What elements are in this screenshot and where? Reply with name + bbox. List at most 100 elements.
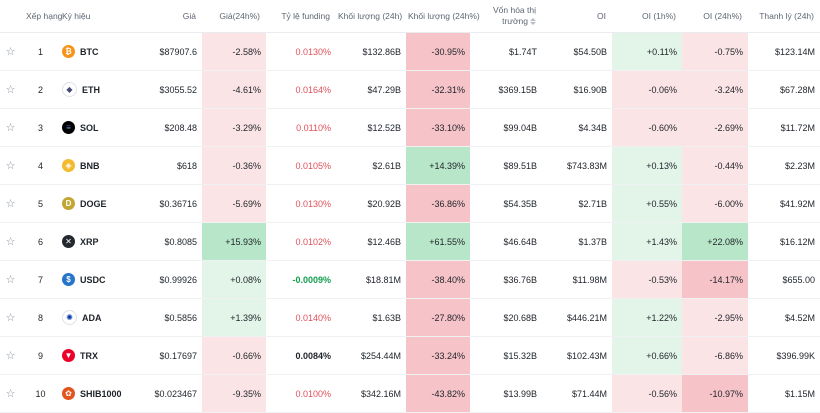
header-symbol-label: Ký hiệu (62, 11, 91, 21)
liquidation-cell: $396.99K (748, 336, 820, 375)
header-oi-24h[interactable]: OI (24h%) (682, 0, 748, 33)
table-row[interactable]: ☆ 9 ▼ TRX $0.17697 -0.66% 0.0084% $254.44M -33.2… (0, 336, 820, 375)
shib-icon: ✿ (62, 387, 75, 400)
price-change-cell: -2.58% (202, 32, 266, 71)
volume-change-cell: -30.95% (406, 32, 470, 71)
favorite-cell[interactable]: ☆ (0, 298, 24, 337)
volume-change-cell: -33.10% (406, 108, 470, 147)
table-row[interactable]: ☆ 2 ◆ ETH $3055.52 -4.61% 0.0164% $47.29B -32.31… (0, 70, 820, 109)
funding-cell: 0.0130% (266, 32, 336, 71)
oi-cell: $11.98M (542, 260, 612, 299)
rank-cell: 1 (24, 32, 60, 71)
symbol-cell[interactable]: D DOGE (60, 184, 136, 223)
volume-cell: $12.52B (336, 108, 406, 147)
price-cell: $0.17697 (136, 336, 202, 375)
star-icon[interactable]: ☆ (5, 388, 16, 400)
symbol-cell[interactable]: ✺ ADA (60, 298, 136, 337)
header-volume-change[interactable]: Khối lượng (24h%) (406, 0, 480, 33)
oi-cell: $743.83M (542, 146, 612, 185)
favorite-cell[interactable]: ☆ (0, 184, 24, 223)
header-volume[interactable]: Khối lượng (24h) (336, 0, 406, 33)
star-icon[interactable]: ☆ (5, 236, 16, 248)
favorite-cell[interactable]: ☆ (0, 70, 24, 109)
star-icon[interactable]: ☆ (5, 198, 16, 210)
header-price-change[interactable]: Giá(24h%) (202, 0, 266, 33)
volume-cell: $20.92B (336, 184, 406, 223)
favorite-cell[interactable]: ☆ (0, 374, 24, 413)
table-row[interactable]: ☆ 1 ₿ BTC $87907.6 -2.58% 0.0130% $132.86B -30.9… (0, 32, 820, 71)
liquidation-cell: $67.28M (748, 70, 820, 109)
symbol-cell[interactable]: ▼ TRX (60, 336, 136, 375)
favorite-cell[interactable]: ☆ (0, 146, 24, 185)
header-oi[interactable]: OI (542, 0, 612, 33)
star-icon[interactable]: ☆ (5, 46, 16, 58)
funding-cell: 0.0110% (266, 108, 336, 147)
symbol-label: SOL (80, 122, 99, 133)
table-row[interactable]: ☆ 6 ✕ XRP $0.8085 +15.93% 0.0102% $12.46B +61.55… (0, 222, 820, 261)
oi-24h-cell: +22.08% (682, 222, 748, 261)
funding-cell: -0.0009% (266, 260, 336, 299)
favorite-cell[interactable]: ☆ (0, 108, 24, 147)
price-cell: $208.48 (136, 108, 202, 147)
symbol-cell[interactable]: ✕ XRP (60, 222, 136, 261)
star-icon[interactable]: ☆ (5, 350, 16, 362)
header-funding[interactable]: Tỷ lệ funding (266, 0, 336, 33)
favorite-cell[interactable]: ☆ (0, 32, 24, 71)
volume-change-cell: -36.86% (406, 184, 470, 223)
table-row[interactable]: ☆ 5 D DOGE $0.36716 -5.69% 0.0130% $20.92B -36.8… (0, 184, 820, 223)
price-change-cell: -3.29% (202, 108, 266, 147)
symbol-cell[interactable]: ✿ SHIB1000 (60, 374, 136, 413)
table-row[interactable]: ☆ 7 $ USDC $0.99926 +0.08% -0.0009% $18.81M -38.… (0, 260, 820, 299)
header-volume-label: Khối lượng (24h) (338, 11, 403, 21)
market-cap-cell: $54.35B (470, 184, 542, 223)
oi-1h-cell: -0.60% (612, 108, 682, 147)
oi-24h-cell: -2.69% (682, 108, 748, 147)
oi-cell: $446.21M (542, 298, 612, 337)
market-cap-cell: $46.64B (470, 222, 542, 261)
star-icon[interactable]: ☆ (5, 122, 16, 134)
star-icon[interactable]: ☆ (5, 160, 16, 172)
header-rank-label: Xếp hạng (26, 11, 63, 21)
header-market-cap[interactable]: Vốn hóa thị trường (470, 0, 542, 33)
oi-1h-cell: -0.56% (612, 374, 682, 413)
symbol-label: BTC (80, 46, 99, 57)
star-icon[interactable]: ☆ (5, 312, 16, 324)
symbol-cell[interactable]: ◆ ETH (60, 70, 136, 109)
favorite-cell[interactable]: ☆ (0, 336, 24, 375)
header-liquidation[interactable]: Thanh lý (24h) (748, 0, 820, 33)
header-oi-label: OI (597, 11, 606, 21)
symbol-cell[interactable]: ₿ BTC (60, 32, 136, 71)
funding-cell: 0.0130% (266, 184, 336, 223)
table-body: ☆ 1 ₿ BTC $87907.6 -2.58% 0.0130% $132.86B -30.9… (0, 32, 820, 413)
header-oi-1h[interactable]: OI (1h%) (612, 0, 682, 33)
table-row[interactable]: ☆ 3 ≡ SOL $208.48 -3.29% 0.0110% $12.52B -33.10%… (0, 108, 820, 147)
rank-cell: 5 (24, 184, 60, 223)
favorite-cell[interactable]: ☆ (0, 222, 24, 261)
header-price[interactable]: Giá (136, 0, 202, 33)
favorite-cell[interactable]: ☆ (0, 260, 24, 299)
volume-cell: $342.16M (336, 374, 406, 413)
symbol-cell[interactable]: ◈ BNB (60, 146, 136, 185)
funding-cell: 0.0164% (266, 70, 336, 109)
volume-change-cell: -38.40% (406, 260, 470, 299)
star-icon[interactable]: ☆ (5, 84, 16, 96)
volume-change-cell: -43.82% (406, 374, 470, 413)
market-cap-cell: $1.74T (470, 32, 542, 71)
header-rank[interactable]: Xếp hạng (24, 0, 63, 33)
price-cell: $0.5856 (136, 298, 202, 337)
header-symbol[interactable]: Ký hiệu (60, 0, 136, 33)
table-row[interactable]: ☆ 10 ✿ SHIB1000 $0.023467 -9.35% 0.0100% $342.1… (0, 374, 820, 413)
oi-cell: $1.37B (542, 222, 612, 261)
volume-change-cell: -33.24% (406, 336, 470, 375)
symbol-cell[interactable]: $ USDC (60, 260, 136, 299)
symbol-label: BNB (80, 160, 100, 171)
price-cell: $618 (136, 146, 202, 185)
star-icon[interactable]: ☆ (5, 274, 16, 286)
market-cap-cell: $369.15B (470, 70, 542, 109)
table-row[interactable]: ☆ 4 ◈ BNB $618 -0.36% 0.0105% $2.61B +14.39% $89.… (0, 146, 820, 185)
price-change-cell: +0.08% (202, 260, 266, 299)
symbol-label: DOGE (80, 198, 107, 209)
table-row[interactable]: ☆ 8 ✺ ADA $0.5856 +1.39% 0.0140% $1.63B -27.80% $… (0, 298, 820, 337)
symbol-cell[interactable]: ≡ SOL (60, 108, 136, 147)
bnb-icon: ◈ (62, 159, 75, 172)
